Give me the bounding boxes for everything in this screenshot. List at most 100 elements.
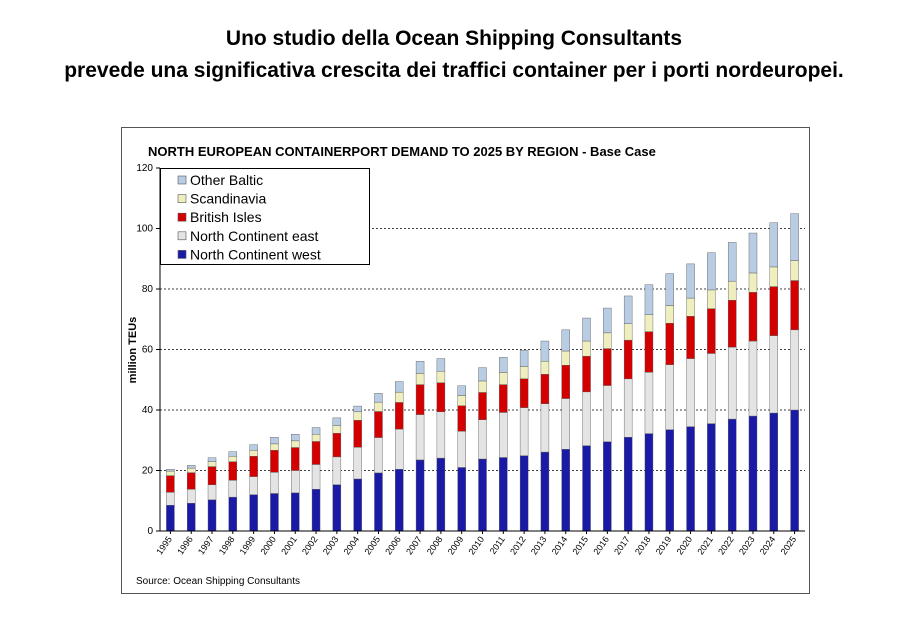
legend-label-other-baltic: Other Baltic — [190, 172, 263, 188]
y-tick-label: 100 — [136, 224, 153, 235]
bar-segment-north-continent-west-2012 — [519, 455, 529, 532]
bar-segment-north-continent-west-1999 — [249, 494, 258, 532]
bar-segment-scandinavia-2013 — [540, 361, 550, 375]
bar-segment-scandinavia-1995 — [166, 470, 175, 476]
bar-segment-british-isles-2020 — [686, 316, 695, 359]
chart-title: NORTH EUROPEAN CONTAINERPORT DEMAND TO 2… — [148, 144, 656, 159]
bar-segment-north-continent-east-2022 — [727, 346, 737, 420]
bar-segment-north-continent-east-2000 — [270, 472, 279, 494]
bar-segment-north-continent-west-2019 — [665, 429, 674, 532]
bar-segment-british-isles-2003 — [332, 433, 342, 458]
bar-segment-other-baltic-2008 — [436, 358, 446, 372]
x-tick-label-2012: 2012 — [508, 534, 528, 556]
bar-segment-other-baltic-1998 — [228, 451, 238, 457]
bar-segment-north-continent-east-1996 — [187, 489, 196, 504]
bar-segment-other-baltic-2005 — [374, 393, 383, 403]
y-tick-label: 80 — [142, 284, 154, 295]
bar-segment-british-isles-2001 — [291, 447, 300, 471]
x-tick-label-2003: 2003 — [321, 534, 341, 556]
x-tick-label-1995: 1995 — [154, 534, 174, 556]
bar-segment-north-continent-east-2020 — [686, 358, 695, 427]
bar-segment-other-baltic-2021 — [707, 252, 716, 291]
bar-segment-other-baltic-2018 — [644, 284, 654, 315]
x-tick-label-1997: 1997 — [196, 534, 216, 556]
bar-segment-scandinavia-2017 — [623, 323, 633, 341]
bar-segment-other-baltic-2022 — [727, 242, 737, 282]
bar-segment-other-baltic-2007 — [415, 361, 425, 374]
bar-segment-british-isles-2016 — [603, 348, 612, 386]
bar-segment-north-continent-east-1998 — [228, 479, 238, 498]
bar-segment-other-baltic-2015 — [582, 317, 591, 342]
bar-segment-british-isles-2002 — [311, 441, 321, 465]
bar-segment-british-isles-1998 — [228, 461, 238, 481]
bar-segment-north-continent-west-2002 — [311, 489, 321, 532]
x-tick-label-2013: 2013 — [529, 534, 549, 556]
x-tick-label-2018: 2018 — [633, 534, 653, 556]
x-tick-label-2002: 2002 — [300, 534, 320, 556]
x-tick-label-2024: 2024 — [758, 534, 778, 556]
bar-segment-north-continent-east-2004 — [353, 447, 362, 480]
bar-segment-north-continent-west-2018 — [644, 433, 654, 532]
bar-segment-scandinavia-2016 — [603, 332, 612, 349]
bar-segment-north-continent-east-2013 — [540, 403, 550, 453]
bar-segment-north-continent-east-2005 — [374, 437, 383, 474]
bar-segment-north-continent-west-2000 — [270, 493, 279, 532]
legend-label-scandinavia: Scandinavia — [190, 191, 266, 207]
bar-segment-north-continent-west-1996 — [187, 502, 196, 532]
y-tick-label: 120 — [136, 163, 153, 174]
bar-segment-north-continent-east-2017 — [623, 378, 633, 438]
bar-segment-other-baltic-2016 — [603, 307, 612, 334]
bar-segment-british-isles-2006 — [395, 402, 404, 430]
y-tick-label: 0 — [147, 526, 153, 537]
gridlines — [160, 228, 805, 471]
bar-segment-british-isles-2012 — [519, 378, 529, 408]
bar-segment-north-continent-west-1995 — [166, 505, 175, 532]
bar-segment-north-continent-west-2006 — [395, 469, 404, 532]
bar-segment-north-continent-east-2010 — [478, 419, 487, 460]
bar-segment-other-baltic-2017 — [623, 295, 633, 324]
bar-segment-british-isles-1995 — [166, 475, 175, 493]
bar-segment-scandinavia-2002 — [311, 434, 321, 442]
bar-segment-british-isles-2005 — [374, 411, 383, 438]
bar-segment-british-isles-1997 — [207, 466, 217, 485]
bar-segment-north-continent-east-2003 — [332, 456, 342, 485]
bar-segment-north-continent-west-1998 — [228, 496, 238, 532]
bar-segment-scandinavia-2023 — [748, 272, 758, 293]
bar-segment-north-continent-west-2014 — [561, 449, 570, 532]
bar-segment-north-continent-west-2024 — [769, 412, 778, 532]
bar-segment-british-isles-2008 — [436, 382, 446, 413]
bar-segment-north-continent-east-2019 — [665, 364, 674, 430]
bar-segment-scandinavia-2011 — [499, 372, 508, 385]
bar-segment-scandinavia-2022 — [727, 280, 737, 301]
bar-segment-scandinavia-2014 — [561, 350, 570, 366]
x-tick-label-2006: 2006 — [383, 534, 403, 556]
bar-segment-north-continent-east-2001 — [291, 470, 300, 494]
bar-segment-north-continent-east-2023 — [748, 340, 758, 417]
headline-line-2: prevede una significativa crescita dei t… — [64, 59, 844, 82]
x-tick-label-2017: 2017 — [612, 534, 632, 556]
bar-segment-north-continent-east-2002 — [311, 464, 321, 490]
bar-segment-north-continent-west-2003 — [332, 484, 342, 532]
bar-segment-other-baltic-1995 — [166, 469, 175, 472]
x-tick-label-2005: 2005 — [362, 534, 382, 556]
bar-segment-scandinavia-2000 — [270, 443, 279, 451]
bar-segment-other-baltic-2009 — [457, 385, 466, 396]
x-tick-label-2000: 2000 — [258, 534, 278, 556]
bar-segment-north-continent-east-1999 — [249, 476, 258, 495]
bar-segment-north-continent-west-2023 — [748, 415, 758, 532]
x-tick-label-2016: 2016 — [591, 534, 611, 556]
bar-segment-british-isles-2007 — [415, 384, 425, 415]
bar-segment-other-baltic-2011 — [499, 357, 508, 373]
bar-segment-scandinavia-1999 — [249, 450, 258, 457]
bar-segment-scandinavia-2003 — [332, 425, 342, 434]
bar-segment-north-continent-west-2022 — [727, 418, 737, 532]
stacked-bar-chart: NORTH EUROPEAN CONTAINERPORT DEMAND TO 2… — [127, 144, 805, 587]
chart-frame: NORTH EUROPEAN CONTAINERPORT DEMAND TO 2… — [121, 127, 810, 594]
bar-segment-scandinavia-1998 — [228, 456, 238, 462]
bar-segment-other-baltic-2003 — [332, 417, 342, 426]
bar-segment-scandinavia-2004 — [353, 411, 362, 421]
legend-label-north-continent-east: North Continent east — [190, 228, 319, 244]
legend-label-british-isles: British Isles — [190, 209, 262, 225]
bar-segment-other-baltic-2019 — [665, 273, 674, 306]
x-tick-label-2011: 2011 — [488, 534, 507, 556]
